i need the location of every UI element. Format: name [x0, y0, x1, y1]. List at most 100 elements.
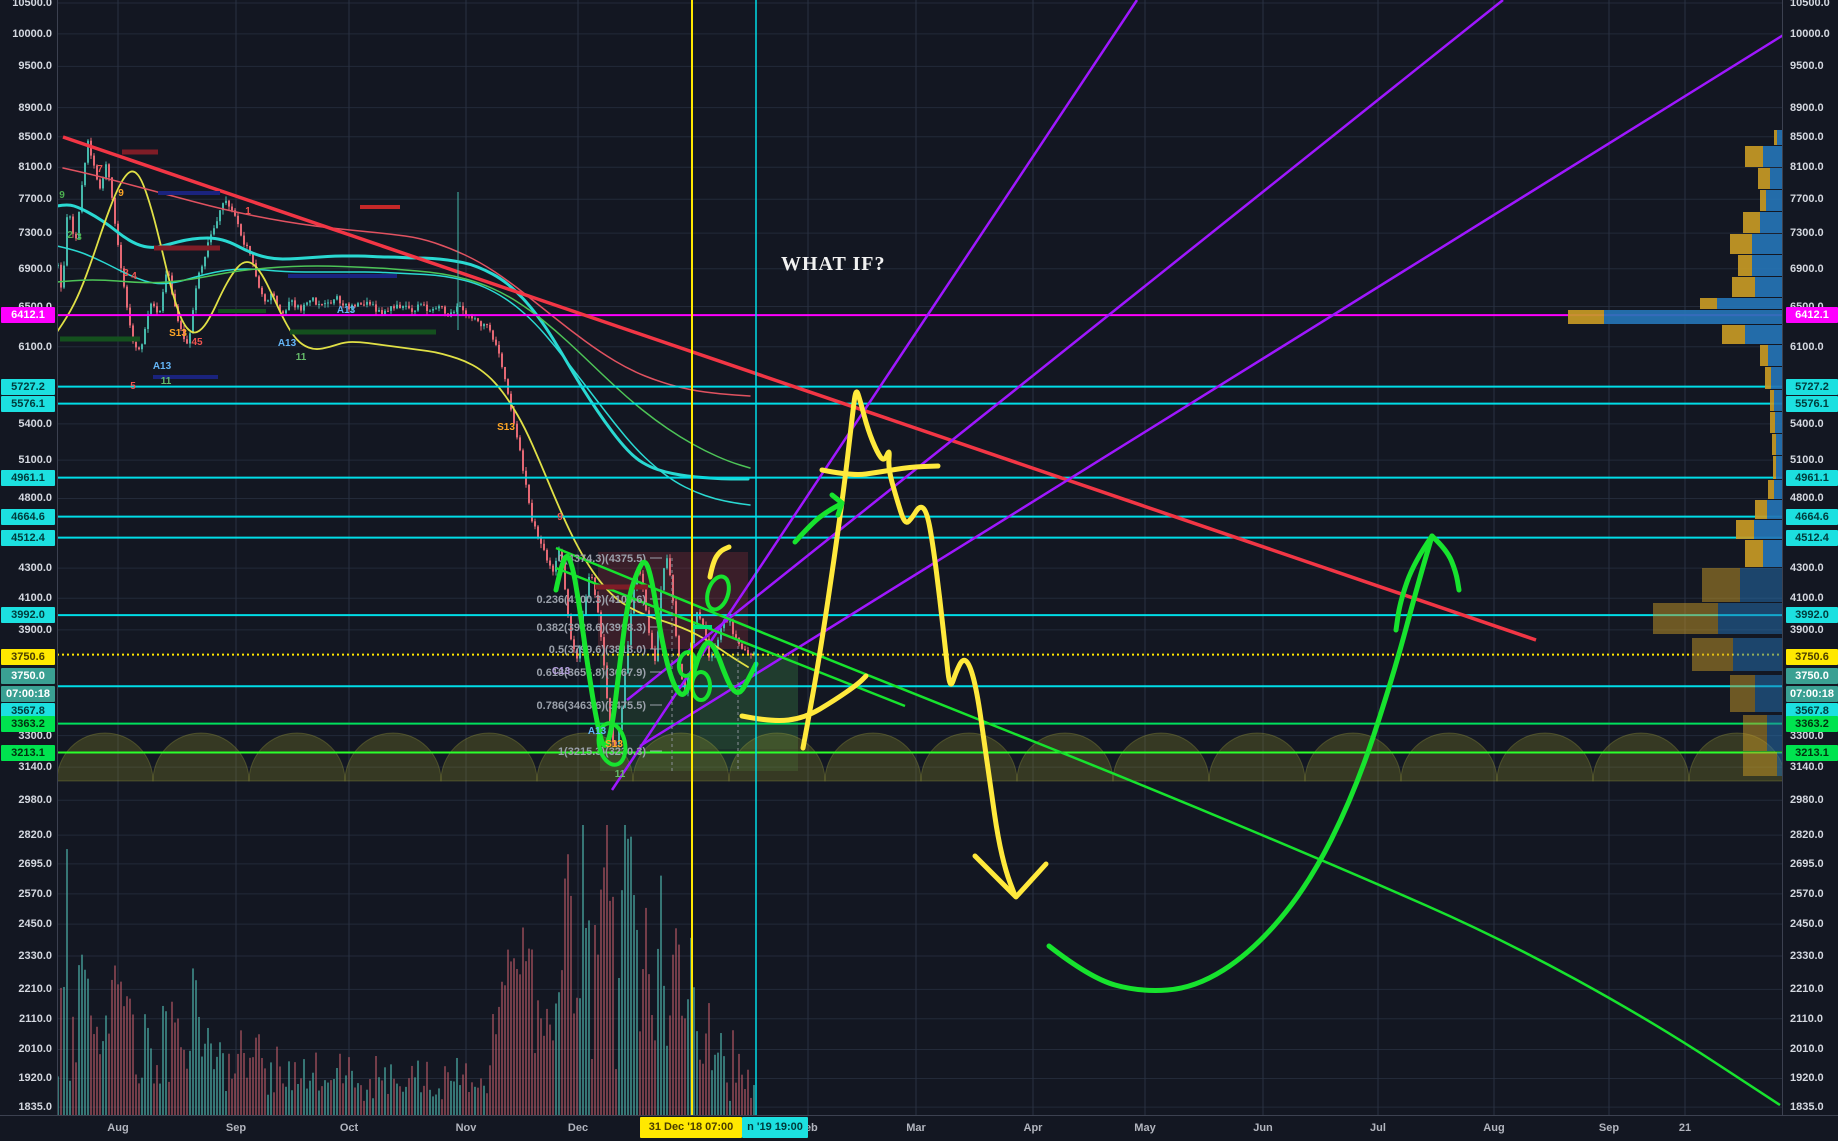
volume-bar [666, 1045, 668, 1115]
volume-bar [78, 965, 80, 1115]
price-level-chip[interactable]: 3750.6 [1786, 649, 1838, 665]
hand-stroke[interactable] [792, 501, 844, 545]
price-level-chip[interactable]: 4664.6 [1, 508, 55, 525]
volume-bar [642, 969, 644, 1115]
candle-body [72, 216, 74, 234]
hand-stroke[interactable] [1046, 533, 1435, 993]
price-level-chip[interactable]: 5576.1 [1, 395, 55, 412]
hand-ellipse[interactable] [595, 721, 629, 767]
hand-ellipse[interactable] [703, 574, 733, 613]
trend-line[interactable] [626, 0, 1504, 701]
volume-bar [447, 1072, 449, 1115]
hand-stroke[interactable] [1429, 533, 1462, 593]
volume-bar [660, 875, 662, 1115]
trend-line[interactable] [639, 0, 1838, 748]
volume-bar [408, 1078, 410, 1115]
candle-body [489, 324, 491, 331]
candle-body [339, 296, 341, 304]
trend-line[interactable] [62, 135, 1537, 642]
price-level-chip[interactable]: 5727.2 [1, 378, 55, 395]
price-level-chip[interactable]: 4961.1 [1, 469, 55, 486]
pattern-label: S13 [169, 328, 187, 339]
price-level-chip[interactable]: 3213.1 [1786, 744, 1838, 761]
price-level-chip[interactable]: 4512.4 [1, 529, 55, 546]
candle-body [678, 635, 680, 665]
profile-bar-orange [1730, 675, 1755, 712]
price-level-chip[interactable]: 3992.0 [1786, 607, 1838, 624]
candle-body [465, 310, 467, 315]
profile-bar-orange [1758, 168, 1770, 189]
price-level-chip[interactable]: 4664.6 [1786, 508, 1838, 525]
hand-stroke[interactable] [1393, 533, 1435, 633]
month-label: Jun [1253, 1122, 1273, 1134]
price-tick-label: 2450.0 [1790, 918, 1824, 931]
volume-bar [177, 1018, 179, 1115]
price-tick-label: 2210.0 [18, 983, 52, 996]
volume-bar [552, 1040, 554, 1115]
volume-bar [369, 1079, 371, 1115]
volume-bar [609, 900, 611, 1115]
hand-stroke[interactable] [707, 544, 732, 580]
price-level-chip[interactable]: 6412.1 [1786, 307, 1838, 324]
profile-bar-orange [1768, 480, 1774, 499]
price-level-chip[interactable]: 3213.1 [1, 744, 55, 761]
price-tick-label: 7300.0 [1790, 227, 1824, 240]
price-axis-left[interactable]: 10500.0 10000.0 9500.0 8900.0 8500.0 8100.0 77… [0, 0, 58, 1115]
volume-bar [363, 1100, 365, 1115]
price-level-chip[interactable]: 3750.0 [1, 668, 55, 684]
volume-bar [360, 1085, 362, 1115]
candle-body [387, 310, 389, 312]
volume-bar [375, 1055, 377, 1115]
price-level-chip[interactable]: 3750.0 [1786, 668, 1838, 684]
volume-bar [132, 1014, 134, 1115]
price-level-chip[interactable]: 3750.6 [1, 649, 55, 665]
time-marker-chip[interactable]: 31 Dec '18 07:00 [640, 1117, 742, 1138]
price-level-chip[interactable]: 3363.2 [1, 715, 55, 732]
time-marker-chip[interactable]: n '19 19:00 [742, 1117, 808, 1138]
hand-ellipse[interactable] [676, 650, 698, 678]
price-level-chip[interactable]: 3992.0 [1, 607, 55, 624]
candle-body [201, 266, 203, 273]
hand-stroke[interactable] [819, 463, 941, 477]
price-tick-label: 5100.0 [18, 454, 52, 467]
month-label: Jul [1370, 1122, 1386, 1134]
candle-body [375, 304, 377, 312]
candle-body [381, 310, 383, 315]
candle-body [669, 558, 671, 576]
candle-body [153, 303, 155, 307]
what-if-text-drawing[interactable]: WHAT IF? [781, 253, 886, 275]
candle-body [144, 328, 146, 345]
price-level-chip[interactable]: 5727.2 [1786, 378, 1838, 395]
hand-stroke[interactable] [739, 673, 869, 723]
trend-line[interactable] [555, 546, 1781, 1107]
candle-body [516, 423, 518, 438]
candle-body [222, 203, 224, 211]
price-tick-label: 2010.0 [18, 1043, 52, 1056]
trend-line[interactable] [555, 566, 906, 708]
hand-stroke[interactable] [800, 389, 1017, 896]
price-tick-label: 3900.0 [1790, 623, 1824, 636]
price-level-chip[interactable]: 6412.1 [1, 307, 55, 324]
profile-bar-orange [1722, 325, 1745, 344]
price-tick-label: 2980.0 [1790, 794, 1824, 807]
price-level-chip[interactable]: 3567.8 [1786, 703, 1838, 719]
dome-arc [1592, 732, 1690, 782]
pattern-label: 11 [296, 352, 307, 363]
hand-stroke[interactable] [553, 553, 759, 748]
price-axis-right[interactable]: 10500.0 10000.0 9500.0 8900.0 8500.0 8100.0 77… [1782, 0, 1838, 1115]
price-level-chip[interactable]: 4961.1 [1786, 469, 1838, 486]
price-level-chip[interactable]: 5576.1 [1786, 395, 1838, 412]
volume-bar [507, 949, 509, 1115]
time-axis[interactable]: Aug Sep Oct Nov Dec Feb Mar Apr May Jun Jul Aug Sep 2… [0, 1115, 1838, 1141]
price-level-chip[interactable]: 3363.2 [1786, 715, 1838, 732]
hand-stroke[interactable] [972, 853, 1049, 900]
price-level-chip[interactable]: 3567.8 [1, 703, 55, 719]
price-tick-label: 6900.0 [1790, 262, 1824, 275]
profile-bar-blue [1767, 715, 1782, 751]
dome-arc [632, 732, 730, 782]
price-level-chip[interactable]: 4512.4 [1786, 529, 1838, 546]
candle-body [540, 537, 542, 544]
hand-stroke[interactable] [829, 492, 845, 518]
candle-body [177, 306, 179, 322]
